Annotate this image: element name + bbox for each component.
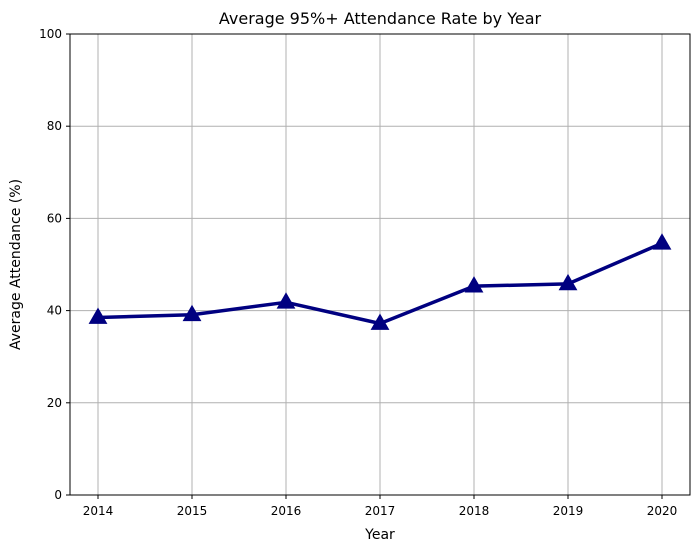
axis-ticks: 2014 2015 2016 2017 2018 2019 2020 0 20 40 60 80 100 bbox=[39, 27, 677, 518]
x-tick-label: 2016 bbox=[271, 504, 302, 518]
data-point-marker bbox=[558, 273, 578, 291]
x-tick-label: 2020 bbox=[647, 504, 678, 518]
x-tick-label: 2018 bbox=[459, 504, 490, 518]
x-tick-label: 2014 bbox=[83, 504, 114, 518]
y-tick-label: 80 bbox=[47, 119, 62, 133]
y-axis-label: Average Attendance (%) bbox=[8, 179, 24, 350]
grid bbox=[70, 33, 690, 496]
data-point-marker bbox=[88, 307, 108, 324]
x-axis-label: Year bbox=[364, 527, 395, 543]
data-point-marker bbox=[182, 304, 202, 322]
series bbox=[88, 233, 672, 330]
y-tick-label: 20 bbox=[47, 396, 62, 410]
y-tick-label: 60 bbox=[47, 211, 62, 225]
x-tick-label: 2019 bbox=[553, 504, 584, 518]
data-point-marker bbox=[652, 233, 672, 250]
y-tick-label: 40 bbox=[47, 304, 62, 318]
y-tick-label: 100 bbox=[39, 27, 62, 41]
x-tick-label: 2017 bbox=[365, 504, 396, 518]
data-point-marker bbox=[276, 292, 296, 309]
x-tick-label: 2015 bbox=[177, 504, 208, 518]
data-point-marker bbox=[464, 276, 484, 293]
data-point-marker bbox=[370, 313, 390, 330]
y-tick-label: 0 bbox=[54, 488, 62, 502]
chart-title: Average 95%+ Attendance Rate by Year bbox=[219, 9, 542, 28]
